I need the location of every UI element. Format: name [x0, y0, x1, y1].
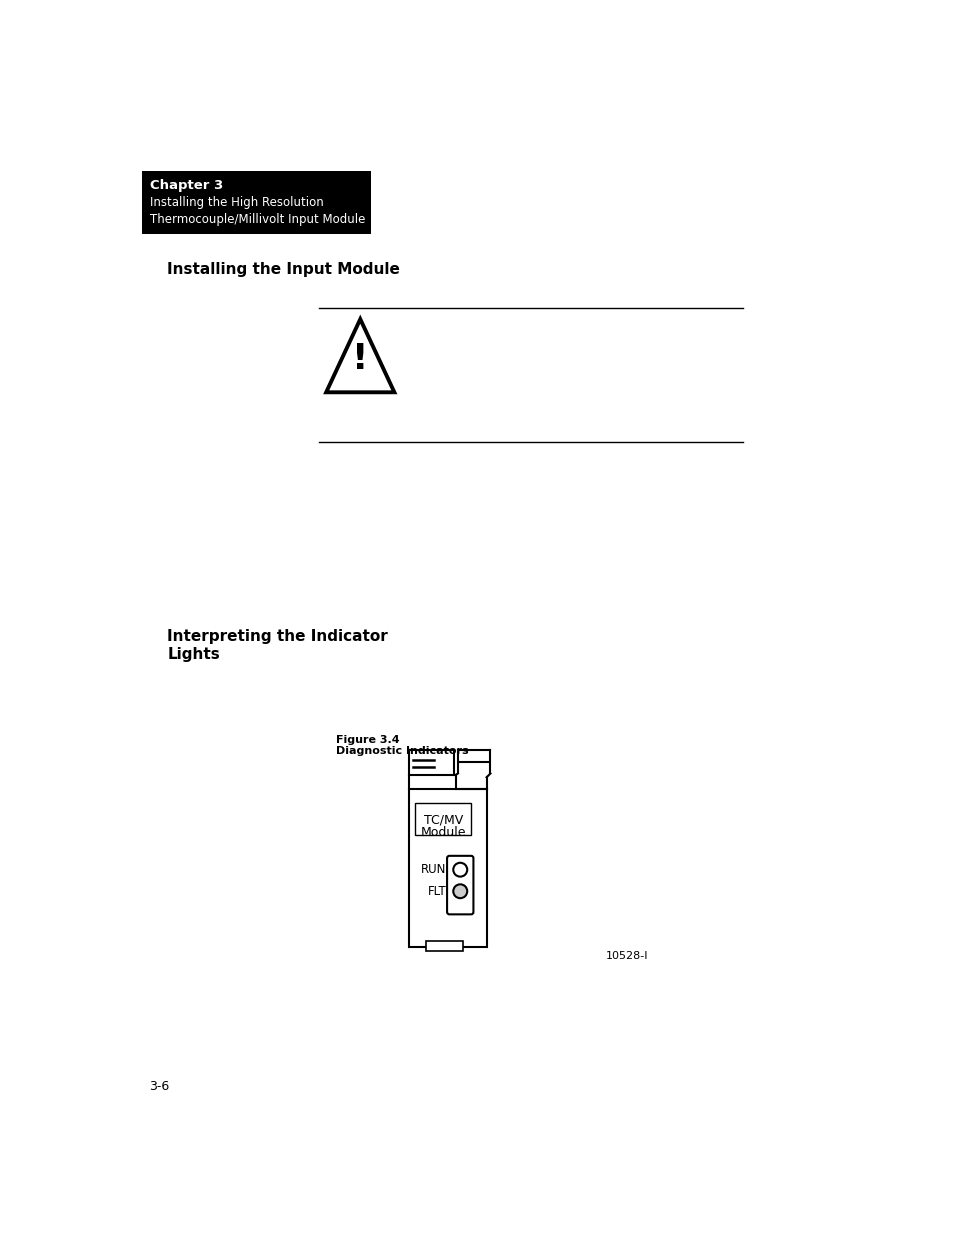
Text: Thermocouple/Millivolt Input Module: Thermocouple/Millivolt Input Module: [150, 212, 365, 226]
Text: Chapter 3: Chapter 3: [150, 179, 223, 191]
Text: Diagnostic Indicators: Diagnostic Indicators: [335, 746, 468, 757]
Text: 10528-I: 10528-I: [605, 951, 648, 961]
Text: TC/MV: TC/MV: [423, 814, 462, 826]
Bar: [142, 172, 371, 235]
Text: FLT: FLT: [427, 884, 446, 898]
Polygon shape: [326, 319, 394, 393]
Text: Module: Module: [420, 826, 465, 839]
Bar: [409, 789, 486, 947]
Text: Interpreting the Indicator: Interpreting the Indicator: [167, 630, 388, 645]
Text: Lights: Lights: [167, 647, 220, 662]
Text: Installing the Input Module: Installing the Input Module: [167, 262, 399, 277]
Text: !: !: [352, 342, 368, 377]
Text: RUN: RUN: [420, 863, 446, 876]
Text: Figure 3.4: Figure 3.4: [335, 735, 399, 745]
Bar: [426, 941, 463, 951]
Text: Installing the High Resolution: Installing the High Resolution: [150, 196, 324, 209]
Circle shape: [453, 884, 467, 898]
Text: 3-6: 3-6: [149, 1079, 169, 1093]
FancyBboxPatch shape: [447, 856, 473, 914]
Circle shape: [453, 863, 467, 877]
Bar: [415, 803, 471, 835]
